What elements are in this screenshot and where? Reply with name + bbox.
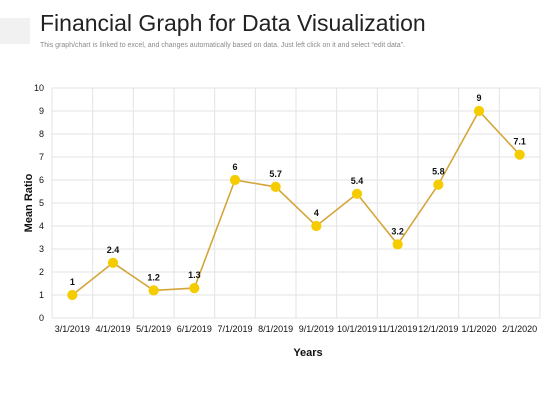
x-tick-label: 6/1/2019 bbox=[177, 324, 212, 334]
x-tick-label: 2/1/2020 bbox=[502, 324, 537, 334]
y-tick-label: 4 bbox=[39, 221, 44, 231]
y-tick-label: 1 bbox=[39, 290, 44, 300]
data-point bbox=[270, 181, 281, 192]
data-point bbox=[189, 283, 200, 294]
data-label: 9 bbox=[476, 93, 481, 103]
data-label: 1 bbox=[70, 277, 75, 287]
x-tick-label: 8/1/2019 bbox=[258, 324, 293, 334]
data-point bbox=[148, 285, 159, 296]
y-tick-label: 5 bbox=[39, 198, 44, 208]
data-point bbox=[392, 239, 403, 250]
y-tick-label: 10 bbox=[34, 83, 44, 93]
series-line bbox=[71, 109, 521, 296]
data-label: 6 bbox=[232, 162, 237, 172]
data-label: 1.2 bbox=[147, 272, 160, 282]
x-axis-title: Years bbox=[293, 347, 322, 359]
x-tick-label: 11/1/2019 bbox=[378, 324, 417, 334]
y-tick-label: 8 bbox=[39, 129, 44, 139]
x-tick-label: 3/1/2019 bbox=[55, 324, 90, 334]
x-tick-label: 12/1/2019 bbox=[418, 324, 458, 334]
y-axis-title: Mean Ratio bbox=[23, 173, 35, 232]
y-tick-label: 6 bbox=[39, 175, 44, 185]
data-label: 5.4 bbox=[351, 176, 364, 186]
data-label: 5.8 bbox=[432, 167, 445, 177]
data-point bbox=[514, 149, 525, 160]
x-tick-label: 9/1/2019 bbox=[299, 324, 334, 334]
left-accent-bar bbox=[0, 18, 30, 44]
data-label: 4 bbox=[314, 208, 319, 218]
data-label: 1.3 bbox=[188, 270, 201, 280]
data-label: 2.4 bbox=[107, 245, 120, 255]
data-label: 5.7 bbox=[269, 169, 282, 179]
x-tick-label: 7/1/2019 bbox=[217, 324, 252, 334]
data-label: 7.1 bbox=[513, 137, 526, 147]
y-tick-label: 9 bbox=[39, 106, 44, 116]
x-tick-label: 4/1/2019 bbox=[95, 324, 130, 334]
x-tick-label: 1/1/2020 bbox=[461, 324, 496, 334]
data-point bbox=[229, 174, 241, 186]
y-tick-label: 2 bbox=[39, 267, 44, 277]
data-point bbox=[67, 289, 78, 301]
data-point bbox=[311, 220, 322, 232]
page-subtitle: This graph/chart is linked to excel, and… bbox=[40, 42, 405, 49]
page-title: Financial Graph for Data Visualization bbox=[40, 10, 426, 36]
x-tick-label: 10/1/2019 bbox=[337, 324, 377, 334]
data-point bbox=[433, 179, 444, 190]
data-point bbox=[107, 257, 119, 268]
x-tick-label: 5/1/2019 bbox=[136, 324, 171, 334]
y-tick-label: 7 bbox=[39, 152, 44, 162]
y-tick-label: 3 bbox=[39, 244, 44, 254]
y-tick-label: 0 bbox=[39, 313, 44, 323]
data-point bbox=[351, 188, 363, 199]
data-label: 3.2 bbox=[391, 226, 404, 236]
data-point bbox=[473, 105, 485, 117]
